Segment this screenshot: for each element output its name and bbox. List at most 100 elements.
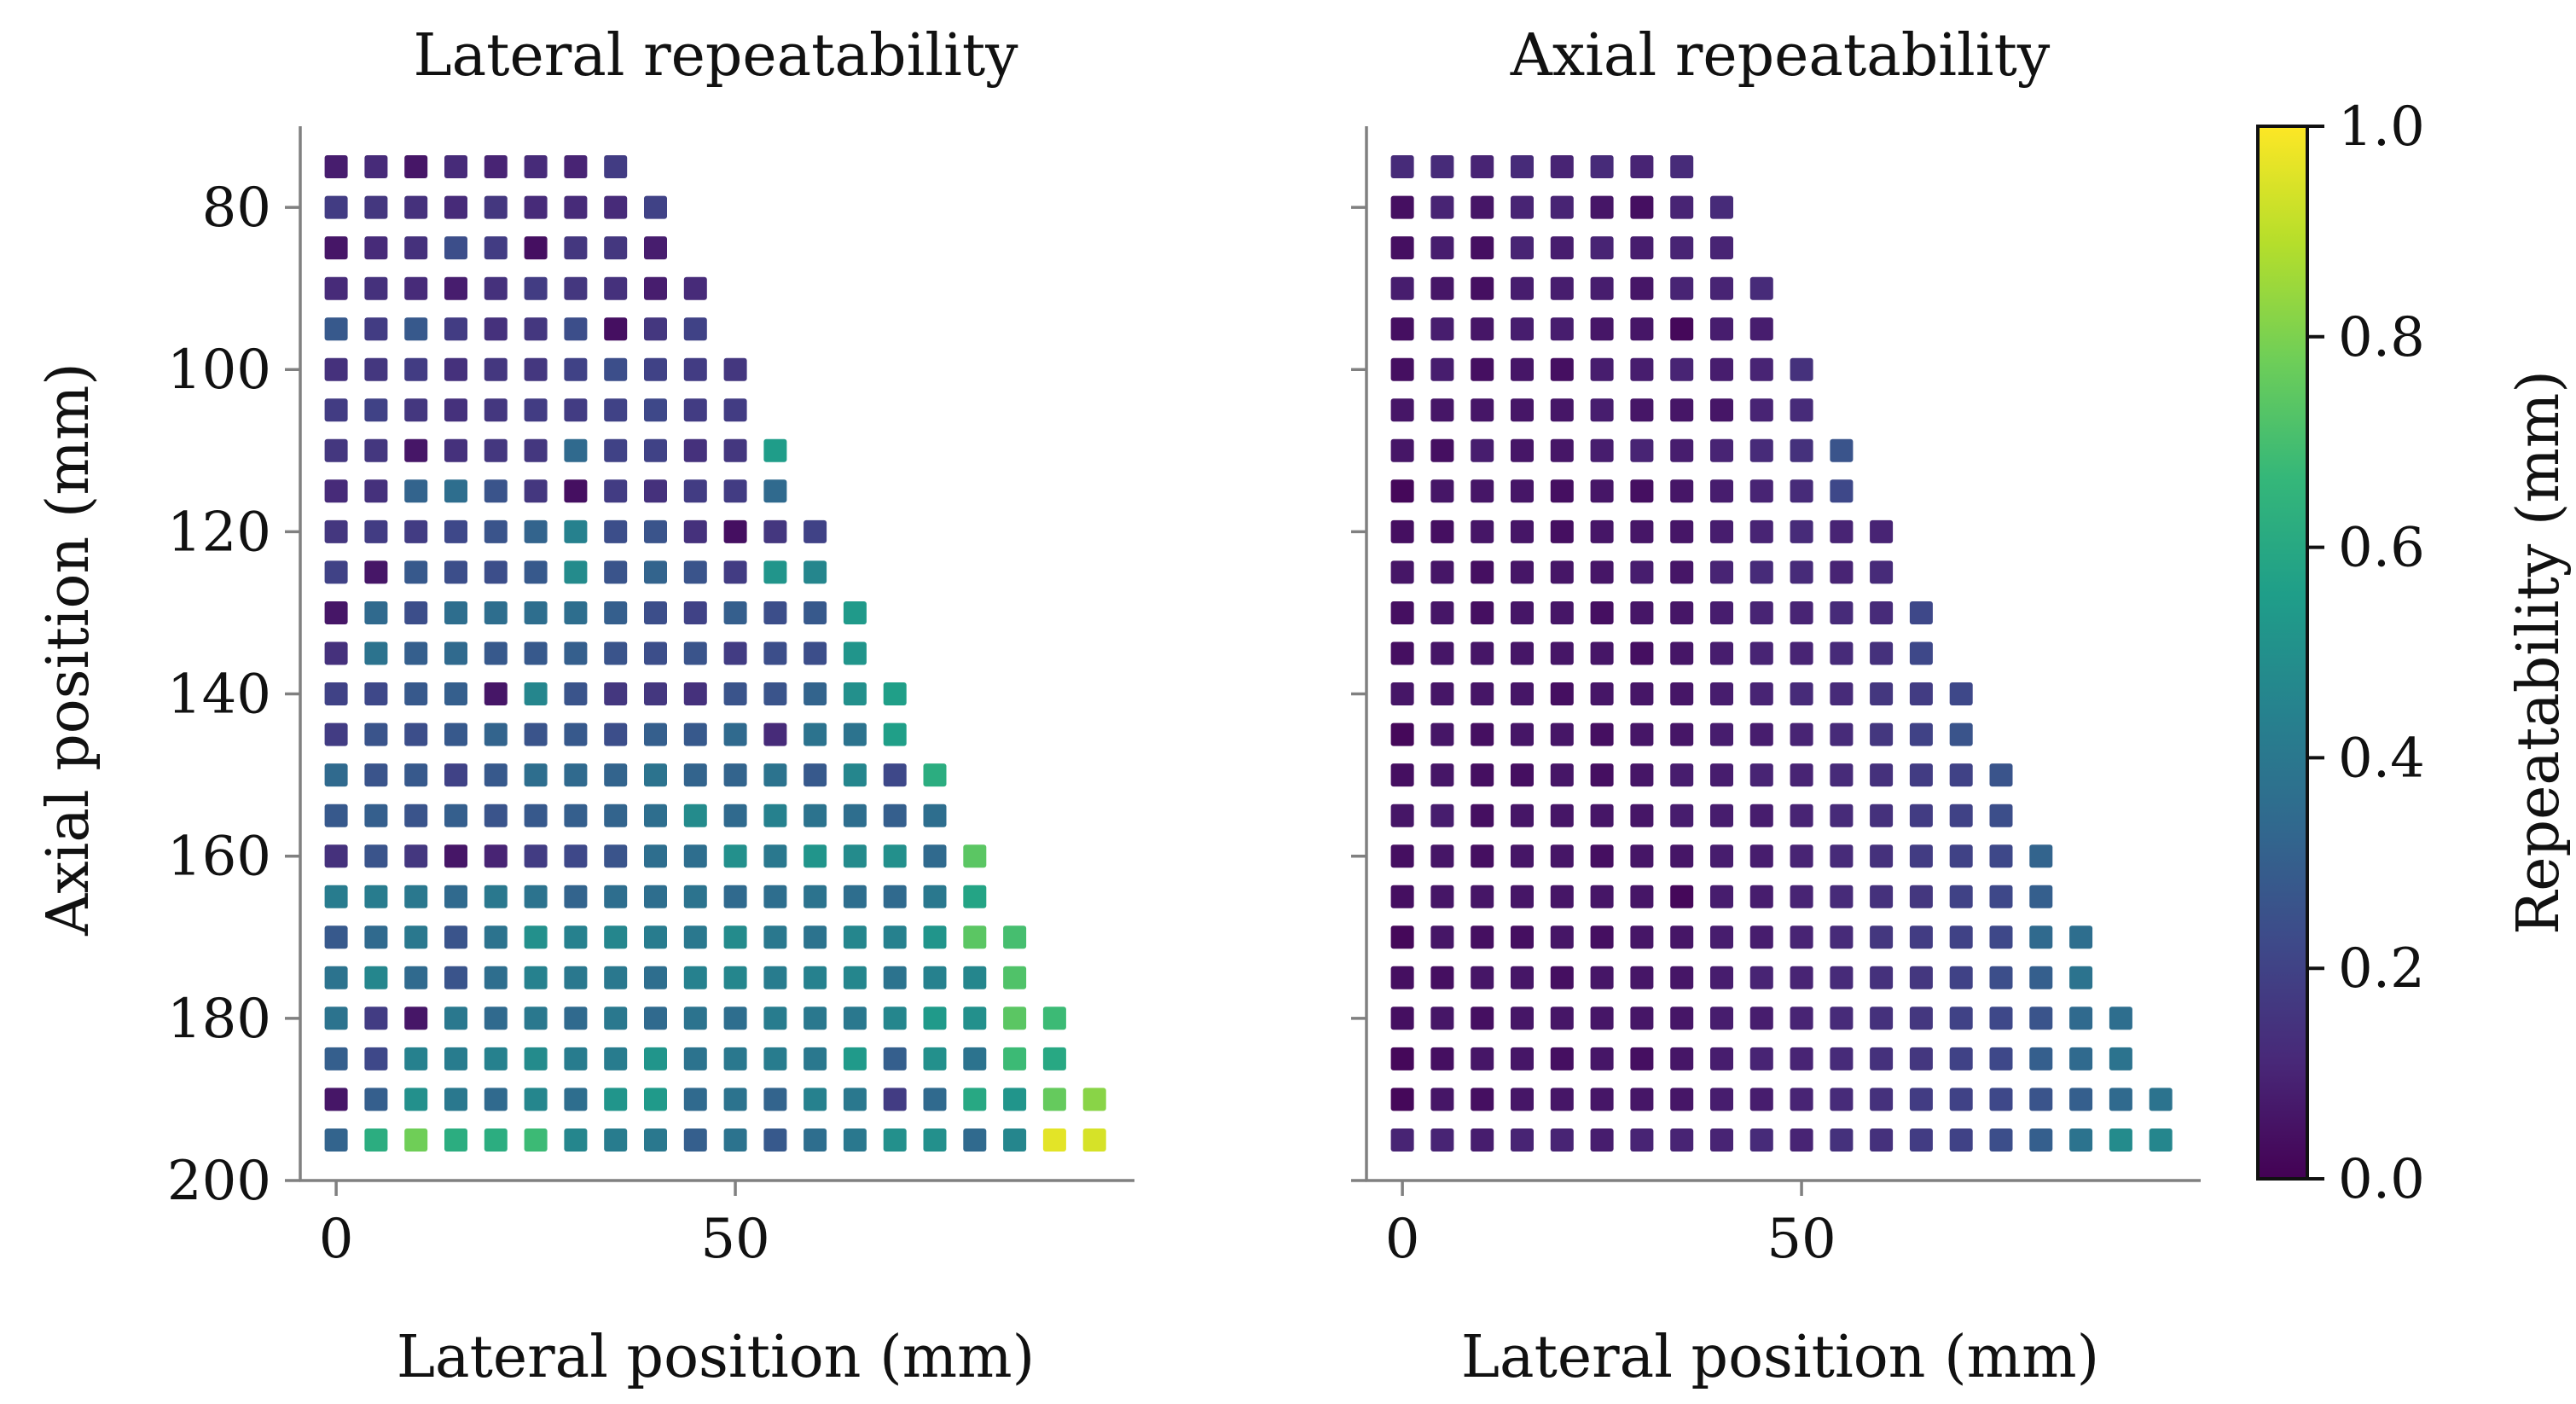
axial-cell: [1670, 317, 1694, 341]
lateral-cell: [324, 560, 348, 584]
axial-cell: [1630, 844, 1654, 868]
lateral-cell: [484, 1007, 508, 1030]
lateral-x-tick-label: 50: [700, 1208, 769, 1271]
lateral-cell: [444, 722, 467, 746]
axial-repeatability-panel: Axial repeatability Lateral position (mm…: [1351, 22, 2201, 1391]
lateral-cell: [444, 804, 467, 827]
axial-cell: [1511, 641, 1534, 665]
axial-cell: [1430, 519, 1454, 543]
axial-cell: [1630, 1047, 1654, 1070]
axial-cell: [1471, 966, 1494, 989]
colorbar-tick-label: 0.0: [2338, 1148, 2425, 1211]
lateral-cell: [484, 479, 508, 503]
axial-cell: [1710, 398, 1733, 422]
lateral-cell: [604, 844, 628, 868]
lateral-cell: [604, 155, 628, 178]
axial-cell: [1670, 601, 1694, 624]
lateral-cell: [564, 357, 588, 381]
axial-cell: [1471, 438, 1494, 462]
axial-cell: [1630, 236, 1654, 260]
lateral-cell: [524, 479, 548, 503]
lateral-cell: [564, 560, 588, 584]
lateral-cell: [723, 1007, 747, 1030]
axial-cell: [1630, 357, 1654, 381]
axial-cell: [1670, 925, 1694, 949]
lateral-cell: [843, 804, 867, 827]
axial-cell: [1870, 763, 1894, 787]
axial-cell: [1630, 1007, 1654, 1030]
axial-cell: [1949, 722, 1973, 746]
lateral-cell: [883, 1007, 907, 1030]
lateral-cell: [444, 844, 467, 868]
colorbar-tick-label: 0.2: [2338, 937, 2425, 1001]
lateral-cell: [564, 682, 588, 705]
lateral-cell: [404, 1047, 428, 1070]
lateral-cell: [484, 844, 508, 868]
lateral-cell: [683, 885, 707, 908]
axial-cell: [1430, 1088, 1454, 1111]
lateral-cell: [564, 479, 588, 503]
lateral-cell: [804, 1007, 827, 1030]
axial-cell: [1749, 925, 1773, 949]
lateral-cell: [1003, 1047, 1027, 1070]
axial-cell: [1830, 519, 1854, 543]
lateral-cell: [444, 1047, 467, 1070]
axial-cell: [1511, 438, 1534, 462]
axial-cell: [1949, 925, 1973, 949]
lateral-cell: [564, 1128, 588, 1152]
lateral-cell: [564, 1047, 588, 1070]
lateral-cell: [484, 966, 508, 989]
axial-cell: [1590, 1128, 1614, 1152]
lateral-cell: [324, 236, 348, 260]
lateral-cell: [843, 966, 867, 989]
lateral-cell: [524, 1047, 548, 1070]
lateral-cell: [404, 925, 428, 949]
axial-cell: [1870, 1047, 1894, 1070]
axial-cell: [1511, 1007, 1534, 1030]
lateral-cell: [1042, 1047, 1066, 1070]
lateral-cell: [444, 236, 467, 260]
lateral-cell: [1042, 1088, 1066, 1111]
lateral-cell: [524, 844, 548, 868]
axial-cell: [1830, 722, 1854, 746]
axial-cell: [1430, 479, 1454, 503]
lateral-cell: [644, 276, 667, 300]
axial-cell: [1790, 560, 1813, 584]
axial-cell: [1430, 317, 1454, 341]
axial-cell: [1511, 763, 1534, 787]
lateral-cell: [963, 1088, 987, 1111]
axial-cell: [1471, 236, 1494, 260]
lateral-cell: [604, 1007, 628, 1030]
axial-cell: [1749, 722, 1773, 746]
lateral-cell: [883, 682, 907, 705]
axial-cell: [1550, 398, 1574, 422]
axial-cell: [1749, 560, 1773, 584]
axial-cell: [1870, 804, 1894, 827]
lateral-cell: [324, 195, 348, 219]
lateral-cell: [604, 276, 628, 300]
axial-cell: [1630, 682, 1654, 705]
axial-cell: [1550, 641, 1574, 665]
lateral-cell: [763, 682, 787, 705]
lateral-cell: [843, 1007, 867, 1030]
axial-cell: [1630, 804, 1654, 827]
lateral-cell: [883, 885, 907, 908]
lateral-y-tick-label: 200: [167, 1150, 271, 1213]
lateral-cell: [444, 357, 467, 381]
lateral-cell: [1003, 1088, 1027, 1111]
axial-cell: [1909, 885, 1933, 908]
colorbar-tick-label: 0.6: [2338, 517, 2425, 580]
axial-cell: [1790, 438, 1813, 462]
axial-cell: [1790, 1047, 1813, 1070]
axial-cell: [1909, 925, 1933, 949]
axial-cell: [1989, 763, 2013, 787]
axial-cell: [1590, 763, 1614, 787]
axial-cell: [2069, 1128, 2093, 1152]
axial-cell: [1830, 682, 1854, 705]
axial-cell: [1710, 479, 1733, 503]
lateral-cell: [524, 1007, 548, 1030]
lateral-cell: [484, 1047, 508, 1070]
axial-cell: [1590, 885, 1614, 908]
axial-cell: [1390, 641, 1414, 665]
lateral-cell: [564, 317, 588, 341]
